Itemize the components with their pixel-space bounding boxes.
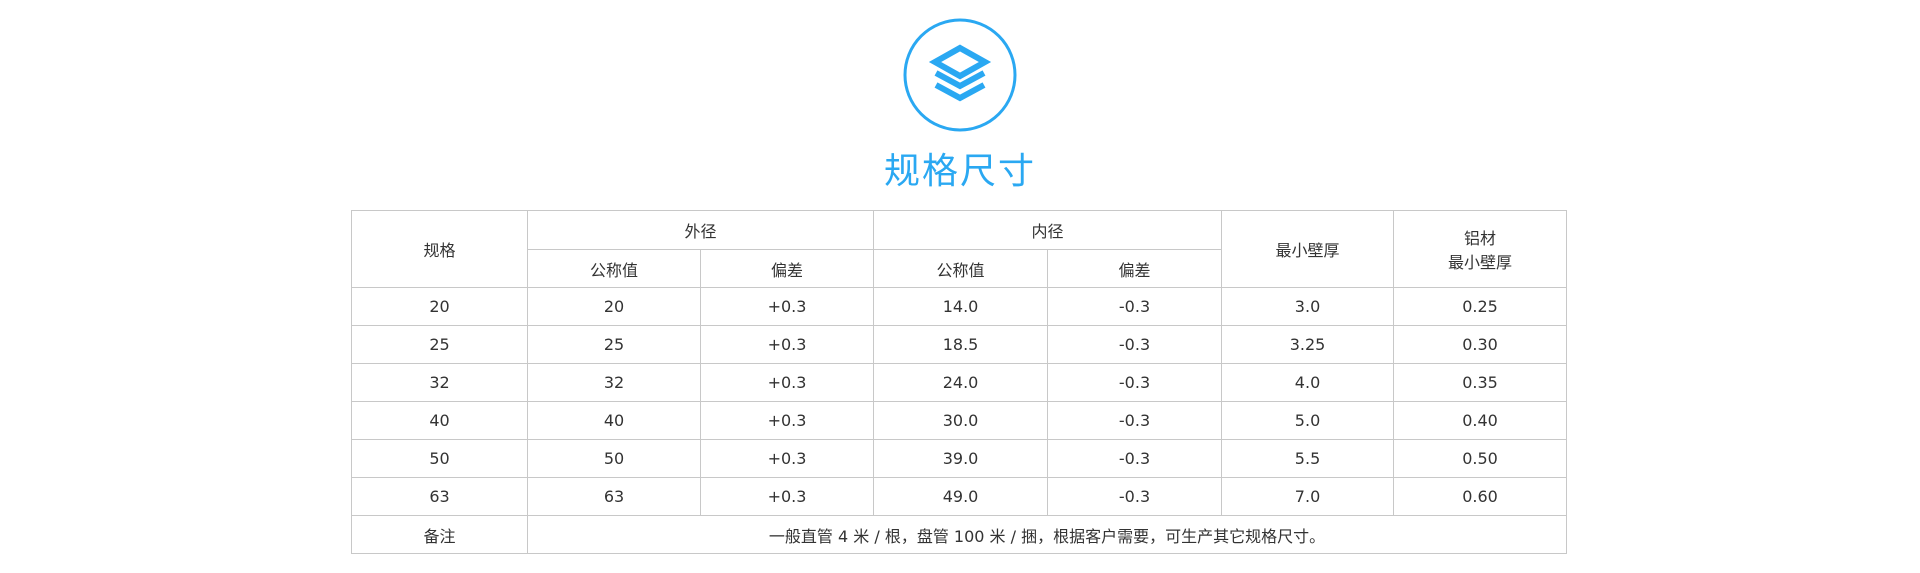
layers-icon: [903, 18, 1017, 132]
header-id-deviation: 偏差: [1047, 249, 1223, 288]
table-cell: 20: [527, 287, 701, 326]
header-row: 规格 外径 内径 最小壁厚 铝材 最小壁厚: [351, 210, 1568, 288]
table-row: 32 32 +0.3 24.0 -0.3 4.0 0.35: [351, 363, 1568, 402]
table-cell: +0.3: [699, 477, 875, 516]
header-outer-diameter: 外径: [526, 210, 875, 250]
header-od-nominal: 公称值: [527, 249, 701, 288]
table-row: 25 25 +0.3 18.5 -0.3 3.25 0.30: [351, 325, 1568, 364]
table-cell: +0.3: [699, 325, 875, 364]
table-cell: 0.35: [1393, 363, 1568, 402]
table-cell: 0.60: [1393, 477, 1568, 516]
section-title: 规格尺寸: [883, 151, 1036, 192]
table-row: 40 40 +0.3 30.0 -0.3 5.0 0.40: [351, 401, 1568, 440]
header-aluminum-min-wall: 铝材 最小壁厚: [1393, 210, 1568, 288]
table-row: 50 50 +0.3 39.0 -0.3 5.5 0.50: [351, 439, 1568, 478]
table-row: 20 20 +0.3 14.0 -0.3 3.0 0.25: [351, 287, 1568, 326]
header-al-line2: 最小壁厚: [1448, 253, 1513, 272]
table-cell: 0.50: [1393, 439, 1568, 478]
table-cell: -0.3: [1047, 439, 1223, 478]
header-al-line1: 铝材: [1464, 229, 1497, 248]
table-cell: -0.3: [1047, 401, 1223, 440]
note-text: 一般直管 4 米 / 根，盘管 100 米 / 捆，根据客户需要，可生产其它规格…: [526, 515, 1568, 554]
table-cell: 63: [351, 477, 528, 516]
table-cell: 7.0: [1221, 477, 1395, 516]
table-cell: 4.0: [1221, 363, 1395, 402]
table-cell: 50: [351, 439, 528, 478]
table-cell: +0.3: [699, 439, 875, 478]
table-cell: 20: [351, 287, 528, 326]
table-cell: 18.5: [873, 325, 1049, 364]
table-cell: 5.5: [1221, 439, 1395, 478]
table-cell: 50: [527, 439, 701, 478]
table-cell: 14.0: [873, 287, 1049, 326]
subheader-row: 公称值 偏差 公称值 偏差: [352, 249, 1567, 288]
table-cell: -0.3: [1047, 477, 1223, 516]
table-cell: 32: [527, 363, 701, 402]
table-cell: 32: [351, 363, 528, 402]
table-cell: -0.3: [1047, 287, 1223, 326]
header-min-wall: 最小壁厚: [1221, 210, 1395, 288]
table-cell: 3.25: [1221, 325, 1395, 364]
header-spec: 规格: [351, 210, 528, 288]
table-cell: 49.0: [873, 477, 1049, 516]
table-cell: 24.0: [873, 363, 1049, 402]
table-cell: +0.3: [699, 401, 875, 440]
table-cell: +0.3: [699, 287, 875, 326]
table-cell: 40: [351, 401, 528, 440]
table-cell: 0.40: [1393, 401, 1568, 440]
spec-table: 规格 外径 内径 最小壁厚 铝材 最小壁厚 公称值 偏差 公称值 偏差 20 20 +…: [351, 210, 1568, 554]
table-cell: 5.0: [1221, 401, 1395, 440]
table-cell: 0.25: [1393, 287, 1568, 326]
header-inner-diameter: 内径: [873, 210, 1223, 250]
table-cell: 25: [351, 325, 528, 364]
table-cell: -0.3: [1047, 325, 1223, 364]
header-id-nominal: 公称值: [873, 249, 1049, 288]
note-row: 备注 一般直管 4 米 / 根，盘管 100 米 / 捆，根据客户需要，可生产其…: [351, 515, 1568, 554]
table-row: 63 63 +0.3 49.0 -0.3 7.0 0.60: [351, 477, 1568, 516]
header-od-deviation: 偏差: [699, 249, 875, 288]
table-cell: 3.0: [1221, 287, 1395, 326]
table-cell: 25: [527, 325, 701, 364]
table-cell: 30.0: [873, 401, 1049, 440]
table-cell: 0.30: [1393, 325, 1568, 364]
note-label: 备注: [351, 515, 528, 554]
table-cell: 40: [527, 401, 701, 440]
table-cell: 39.0: [873, 439, 1049, 478]
table-cell: -0.3: [1047, 363, 1223, 402]
table-cell: +0.3: [699, 363, 875, 402]
table-cell: 63: [527, 477, 701, 516]
